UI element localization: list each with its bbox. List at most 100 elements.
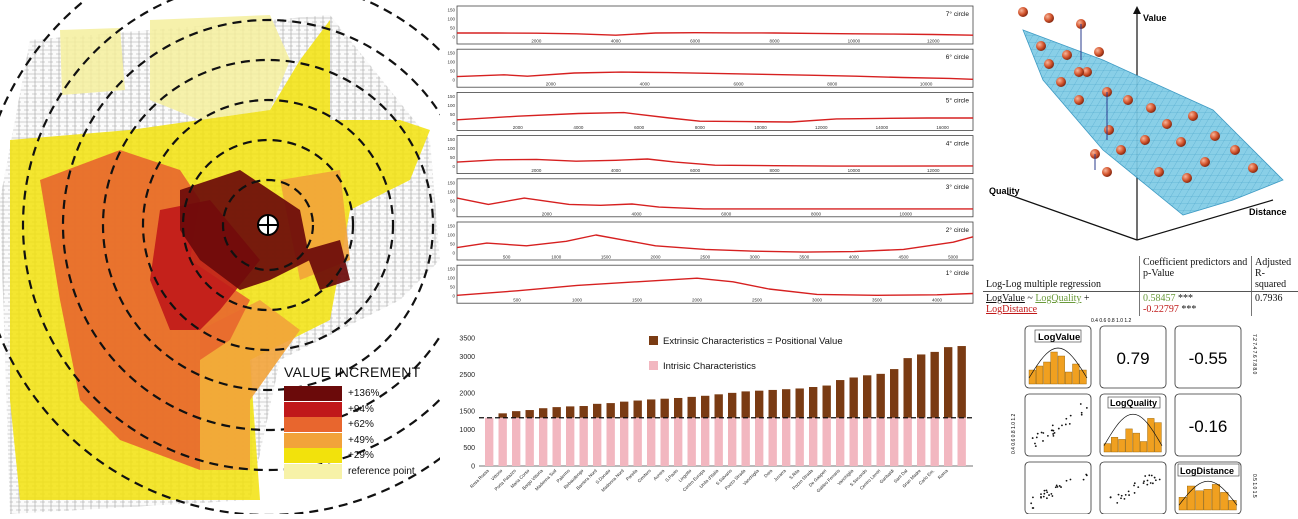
bar-extrinsic [823, 386, 831, 418]
scatter-dot [1144, 475, 1146, 477]
corr-value-quality: 0.79 [1116, 349, 1149, 368]
histogram-bar [1051, 352, 1058, 384]
y-tick-label: 100 [447, 103, 455, 108]
scatter-dot [1070, 415, 1072, 417]
scatter-dot [1143, 480, 1145, 482]
y-tick-label: 150 [447, 224, 455, 229]
x-tick-label: 4500 [899, 255, 910, 260]
y-tick-label: 3500 [459, 336, 475, 343]
scatter-dot [1030, 502, 1032, 504]
bar-intrinsic [904, 418, 912, 466]
bar-extrinsic [944, 347, 952, 418]
bar-intrinsic [944, 418, 952, 466]
matrix-label-logdistance: LogDistance [1180, 466, 1234, 476]
observation-ball [1044, 59, 1054, 69]
legend-swatch [284, 402, 342, 417]
bar-intrinsic [809, 418, 817, 466]
y-tick-label: 100 [447, 189, 455, 194]
bar-extrinsic [526, 410, 534, 418]
y-tick-label: 50 [450, 198, 456, 203]
scatter-dot [1120, 497, 1122, 499]
bar-extrinsic [499, 413, 507, 417]
scatter-dot [1116, 502, 1118, 504]
scatter-dot [1121, 495, 1123, 497]
bar-intrinsic [836, 418, 844, 466]
scatter-dot [1043, 496, 1045, 498]
bar-extrinsic [539, 408, 547, 418]
model-formula: LogValue ~ LogQuality + LogDistance [983, 292, 1140, 317]
bar-extrinsic [674, 398, 682, 418]
x-tick-label: 2000 [650, 255, 661, 260]
bar-intrinsic [661, 418, 669, 466]
legend-label: +62% [348, 419, 374, 430]
legend-label: +49% [348, 435, 374, 446]
y-tick-label: 0 [452, 121, 455, 126]
y-tick-label: 150 [447, 137, 455, 142]
scatter-dot [1154, 477, 1156, 479]
bar-extrinsic [877, 374, 885, 418]
y-tick-label: 150 [447, 51, 455, 56]
x-tick-label: 4000 [932, 298, 943, 303]
legend-item: +62% [284, 417, 434, 433]
regression-surface-3d: Value Quality Distance [983, 0, 1298, 250]
x-tick-label: 5000 [948, 255, 959, 260]
scatter-dot [1034, 443, 1036, 445]
scatter-distance-quality [1110, 474, 1161, 503]
x-tick-label: 10000 [754, 125, 767, 130]
bar-intrinsic [701, 418, 709, 466]
bar-extrinsic [782, 389, 790, 418]
scatter-dot [1040, 497, 1042, 499]
bar-extrinsic [715, 394, 723, 417]
x-tick-label: 1500 [601, 255, 612, 260]
bar-intrinsic [890, 418, 898, 466]
observation-ball [1062, 50, 1072, 60]
scatter-dot [1061, 424, 1063, 426]
category-label: Rosa Rossa [469, 468, 490, 489]
scatter-dot [1051, 495, 1053, 497]
scatter-quality-value [1032, 403, 1088, 447]
bar-extrinsic [769, 390, 777, 418]
x-tick-label: 12000 [927, 168, 940, 173]
scatter-dot [1155, 479, 1157, 481]
bar-extrinsic [917, 354, 925, 417]
x-tick-label: 2000 [513, 125, 524, 130]
scatter-dot [1133, 485, 1135, 487]
x-tick-label: 4000 [611, 39, 622, 44]
bar-extrinsic [701, 396, 709, 418]
scatter-dot [1042, 440, 1044, 442]
panel-label: 4° circle [946, 140, 970, 148]
x-tick-label: 14000 [876, 125, 889, 130]
legend-swatch [284, 386, 342, 401]
y-tick-label: 50 [450, 69, 456, 74]
x-tick-label: 2000 [531, 168, 542, 173]
x-tick-label: 6000 [721, 211, 732, 216]
bar-extrinsic [620, 402, 628, 418]
bar-extrinsic [890, 369, 898, 418]
bar-extrinsic [607, 403, 615, 418]
histogram-bar [1119, 439, 1126, 452]
scatter-dot [1050, 493, 1052, 495]
y-tick-label: 0 [471, 464, 475, 471]
scatter-dot [1032, 437, 1034, 439]
x-tick-label: 2000 [546, 82, 557, 87]
scatter-dot [1046, 489, 1048, 491]
bar-intrinsic [539, 418, 547, 466]
value-increment-map: VALUE INCREMENT +136%+94%+62%+49%+29%ref… [0, 0, 440, 514]
bar-intrinsic [769, 418, 777, 466]
bar-extrinsic [593, 404, 601, 418]
observation-ball [1074, 95, 1084, 105]
x-tick-label: 2000 [542, 211, 553, 216]
x-tick-label: 10000 [899, 211, 912, 216]
y-tick-label: 150 [447, 8, 455, 13]
bar-intrinsic [823, 418, 831, 466]
scatter-dot [1081, 412, 1083, 414]
y-tick-label: 3000 [459, 354, 475, 361]
y-tick-label: 0 [452, 78, 455, 83]
scatter-dot [1058, 428, 1060, 430]
bar-intrinsic [877, 418, 885, 466]
histogram-bar [1229, 500, 1237, 510]
